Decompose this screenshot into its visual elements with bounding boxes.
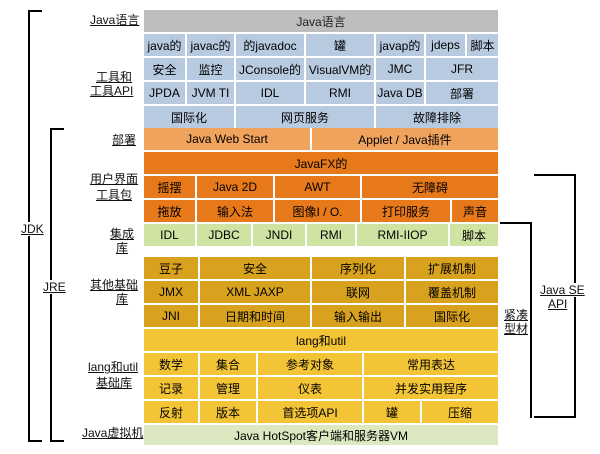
compact-label-1: 紧凑 xyxy=(504,308,529,322)
other-networking: 联网 xyxy=(312,281,404,303)
ui-label-2: 工具包 xyxy=(96,188,133,202)
compact-bracket-vertical xyxy=(530,222,532,418)
tool-deploy: 部署 xyxy=(426,82,498,104)
deploy-applet: Applet / Java插件 xyxy=(312,128,498,150)
other-security: 安全 xyxy=(200,257,310,279)
other-io: 输入输出 xyxy=(312,305,404,327)
lu-instrumentation: 仪表 xyxy=(258,377,362,399)
lu-versioning: 版本 xyxy=(200,401,256,423)
java-se-api-label-1: Java SE xyxy=(540,283,585,297)
java-se-api-label-2: API xyxy=(548,297,568,311)
jvm-cell: Java HotSpot客户端和服务器VM xyxy=(144,425,498,445)
tool-java: java的 xyxy=(144,34,185,56)
tool-visualvm: VisualVM的 xyxy=(306,58,374,80)
other-jni: JNI xyxy=(144,305,198,327)
tool-jconsole: JConsole的 xyxy=(236,58,304,80)
lang-util-label-2: 基础库 xyxy=(96,376,133,390)
jre-label: JRE xyxy=(42,280,67,294)
integration-label-2: 库 xyxy=(116,241,129,255)
compact-bracket-top xyxy=(500,222,532,224)
jre-bracket-top xyxy=(50,128,64,130)
tool-javap: javap的 xyxy=(376,34,424,56)
jdk-label: JDK xyxy=(20,222,45,236)
jdk-bracket-top xyxy=(28,10,42,12)
compact-label-2: 型材 xyxy=(504,322,529,336)
other-extension: 扩展机制 xyxy=(406,257,498,279)
lu-math: 数学 xyxy=(144,353,198,375)
tool-javac: javac的 xyxy=(187,34,234,56)
int-jdbc: JDBC xyxy=(197,224,251,246)
javafx-cell: JavaFX的 xyxy=(144,152,498,174)
se-bracket-top xyxy=(534,174,574,176)
ui-java2d: Java 2D xyxy=(197,176,273,198)
other-datetime: 日期和时间 xyxy=(200,305,310,327)
lu-zip: 压缩 xyxy=(422,401,498,423)
tool-security: 安全 xyxy=(144,58,185,80)
ui-image-io: 图像I / O. xyxy=(275,200,360,222)
tool-webservices: 网页服务 xyxy=(236,106,374,128)
ui-accessibility: 无障碍 xyxy=(362,176,498,198)
lu-reflection: 反射 xyxy=(144,401,198,423)
other-beans: 豆子 xyxy=(144,257,198,279)
lang-util-cell: lang和util xyxy=(144,329,498,351)
deploy-webstart: Java Web Start xyxy=(144,128,310,150)
lu-jar: 罐 xyxy=(364,401,420,423)
tool-javadoc: 的javadoc xyxy=(236,34,304,56)
jvm-label: Java虚拟机 xyxy=(82,426,144,440)
lu-logging: 记录 xyxy=(144,377,198,399)
int-scripting: 脚本 xyxy=(450,224,498,246)
lu-ref-objects: 参考对象 xyxy=(258,353,362,375)
int-rmi: RMI xyxy=(307,224,355,246)
tool-idl: IDL xyxy=(236,82,304,104)
jdk-bracket-bottom xyxy=(28,440,42,442)
ui-awt: AWT xyxy=(275,176,360,198)
int-jndi: JNDI xyxy=(253,224,305,246)
jre-bracket-bottom xyxy=(50,440,64,442)
tool-monitor: 监控 xyxy=(187,58,234,80)
ui-sound: 声音 xyxy=(452,200,498,222)
lu-management: 管理 xyxy=(200,377,256,399)
se-bracket-bottom xyxy=(534,416,576,418)
tool-jar: 罐 xyxy=(306,34,374,56)
other-i18n: 国际化 xyxy=(406,305,498,327)
ui-print-service: 打印服务 xyxy=(362,200,450,222)
other-serialization: 序列化 xyxy=(312,257,404,279)
other-label-1: 其他基础 xyxy=(90,278,139,292)
tools-label-2: 工具API xyxy=(90,84,134,98)
tool-jdeps: jdeps xyxy=(426,34,465,56)
lu-preferences: 首选项API xyxy=(258,401,362,423)
other-override: 覆盖机制 xyxy=(406,281,498,303)
lang-util-label-1: lang和util xyxy=(88,360,139,374)
tool-jfr: JFR xyxy=(426,58,498,80)
lu-regex: 常用表达 xyxy=(364,353,498,375)
lu-concurrency: 并发实用程序 xyxy=(364,377,498,399)
tool-jvmti: JVM TI xyxy=(187,82,234,104)
tool-rmi: RMI xyxy=(306,82,374,104)
other-xml-jaxp: XML JAXP xyxy=(200,281,310,303)
tool-i18n: 国际化 xyxy=(144,106,234,128)
tool-jmc: JMC xyxy=(376,58,424,80)
deploy-label: 部署 xyxy=(112,133,137,147)
int-idl: IDL xyxy=(144,224,195,246)
tool-script: 脚本 xyxy=(467,34,498,56)
int-rmi-iiop: RMI-IIOP xyxy=(357,224,448,246)
ui-label-1: 用户界面 xyxy=(90,172,139,186)
java-lang-cell: Java语言 xyxy=(144,10,498,32)
java-lang-label: Java语言 xyxy=(90,13,140,27)
ui-dnd: 拖放 xyxy=(144,200,195,222)
tools-label-1: 工具和 xyxy=(96,70,133,84)
tool-troubleshooting: 故障排除 xyxy=(376,106,498,128)
ui-input-methods: 输入法 xyxy=(197,200,273,222)
tool-jpda: JPDA xyxy=(144,82,185,104)
other-jmx: JMX xyxy=(144,281,198,303)
tool-javadb: Java DB xyxy=(376,82,424,104)
lu-collections: 集合 xyxy=(200,353,256,375)
integration-label-1: 集成 xyxy=(110,227,135,241)
other-label-2: 库 xyxy=(116,292,129,306)
ui-swing: 摇摆 xyxy=(144,176,195,198)
